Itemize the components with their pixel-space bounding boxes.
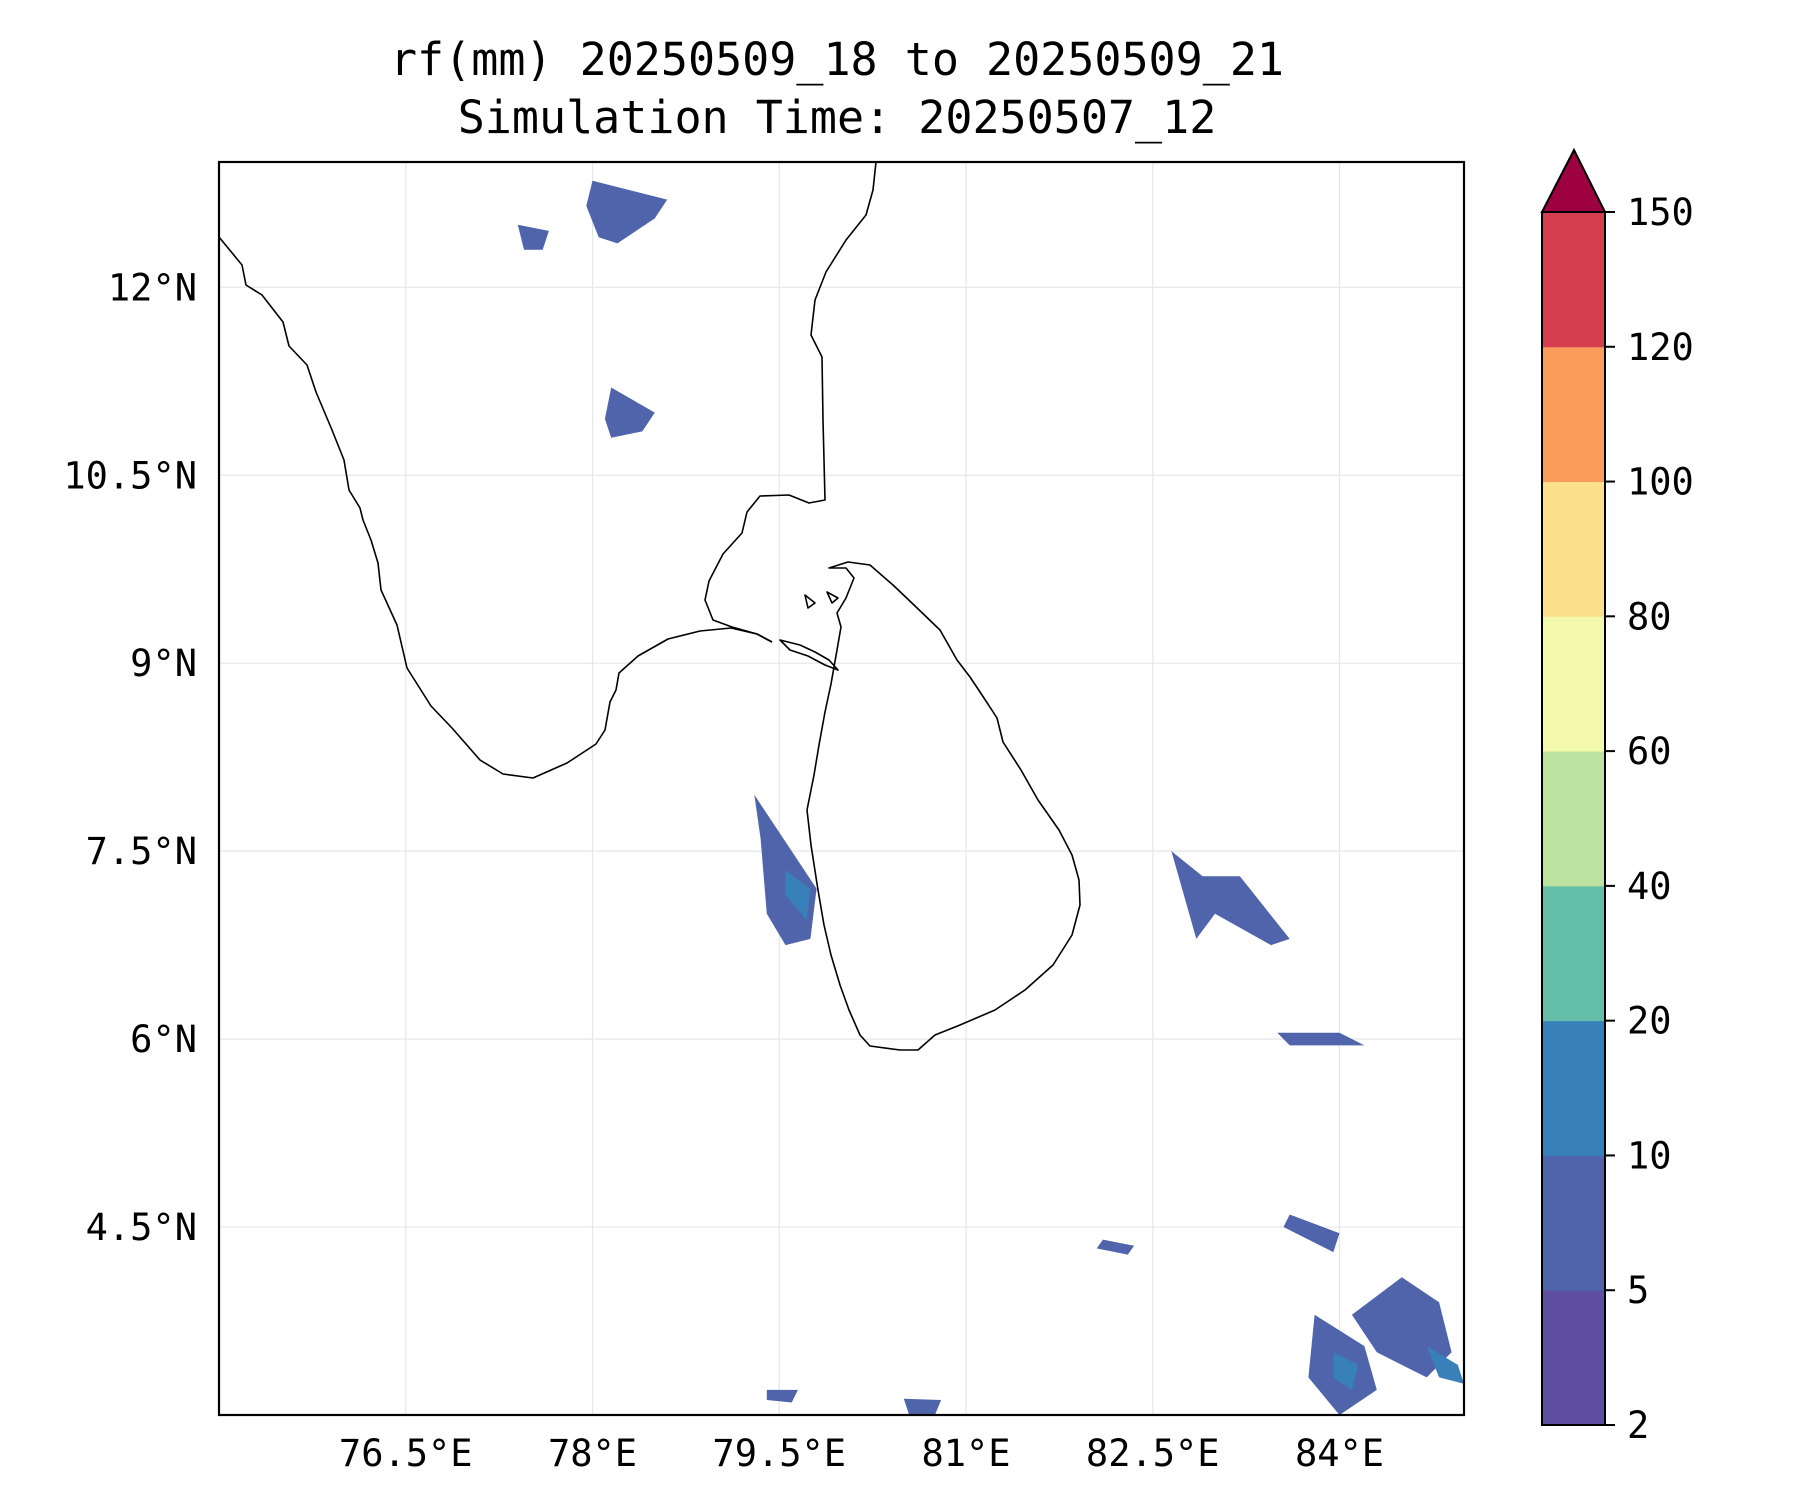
x-tick-label: 78°E xyxy=(548,1432,637,1475)
colorbar-tick-label: 5 xyxy=(1627,1269,1649,1312)
colorbar-tick-label: 100 xyxy=(1627,461,1694,504)
y-tick-label: 6°N xyxy=(130,1018,197,1061)
map-subtitle: Simulation Time: 20250507_12 xyxy=(458,91,1217,144)
y-tick-label: 12°N xyxy=(108,266,197,309)
coastline-sri-lanka xyxy=(806,561,1081,1051)
map-title: rf(mm) 20250509_18 to 20250509_21 xyxy=(390,33,1284,86)
colorbar-extend-arrow xyxy=(1540,147,1607,213)
colorbar-swatch xyxy=(1542,212,1605,348)
coastlines xyxy=(219,162,1081,1051)
colorbar-tick-label: 20 xyxy=(1627,1000,1672,1043)
rainfall-area xyxy=(586,180,668,244)
colorbar-swatch xyxy=(1542,346,1605,483)
y-tick-label: 7.5°N xyxy=(86,830,197,873)
colorbar-tick-label: 10 xyxy=(1627,1134,1672,1177)
colorbar-swatch xyxy=(1542,616,1605,752)
rainfall-area xyxy=(1096,1239,1135,1255)
rainfall-area xyxy=(1333,1352,1359,1390)
x-tick-label: 82.5°E xyxy=(1086,1432,1220,1475)
rainfall-area xyxy=(1171,851,1290,946)
rainfall-area xyxy=(517,224,549,250)
coastline-jaffna-islets xyxy=(804,591,839,609)
x-tick-label: 79.5°E xyxy=(712,1432,846,1475)
rainfall-area xyxy=(604,387,655,438)
y-tick-label: 4.5°N xyxy=(86,1206,197,1249)
latitude-ticks: 12°N 10.5°N 9°N 7.5°N 6°N 4.5°N xyxy=(63,266,197,1249)
y-tick-label: 10.5°N xyxy=(63,454,197,497)
coastline-mannar-island xyxy=(779,639,839,671)
colorbar-frame xyxy=(1541,211,1606,1426)
colorbar-swatch xyxy=(1542,1020,1605,1156)
rainfall-area xyxy=(1426,1346,1464,1384)
longitude-ticks: 76.5°E 78°E 79.5°E 81°E 82.5°E 84°E xyxy=(339,1432,1384,1475)
coastline-india-east xyxy=(704,162,877,643)
x-tick-label: 81°E xyxy=(921,1432,1010,1475)
gridlines xyxy=(219,162,1464,1415)
rainfall-area xyxy=(1277,1032,1365,1046)
colorbar-tick-label: 120 xyxy=(1627,326,1694,369)
colorbar-swatches xyxy=(1542,212,1605,1426)
colorbar-tick-label: 2 xyxy=(1627,1404,1649,1447)
colorbar-swatch xyxy=(1542,751,1605,887)
colorbar: 2 5 10 20 40 60 80 100 120 150 xyxy=(1540,147,1694,1447)
colorbar-tick-label: 60 xyxy=(1627,730,1672,773)
rainfall-area xyxy=(903,1398,942,1415)
x-tick-label: 76.5°E xyxy=(339,1432,473,1475)
rainfall-area xyxy=(785,869,811,921)
colorbar-swatch xyxy=(1542,885,1605,1022)
colorbar-tick-label: 80 xyxy=(1627,595,1672,638)
colorbar-swatch xyxy=(1542,1290,1605,1426)
rainfall-area xyxy=(1283,1214,1340,1253)
colorbar-swatch xyxy=(1542,1155,1605,1291)
rainfall-area xyxy=(1351,1277,1452,1378)
coastline-india-west xyxy=(219,236,773,779)
map-area: 76.5°E 78°E 79.5°E 81°E 82.5°E 84°E 12°N 10.5°… xyxy=(63,160,1466,1475)
rainfall-area xyxy=(766,1389,798,1403)
colorbar-tick-label: 150 xyxy=(1627,191,1694,234)
colorbar-ticks: 2 5 10 20 40 60 80 100 120 150 xyxy=(1605,191,1694,1447)
x-tick-label: 84°E xyxy=(1295,1432,1384,1475)
colorbar-tick-label: 40 xyxy=(1627,865,1672,908)
colorbar-swatch xyxy=(1542,481,1605,617)
map-frame xyxy=(217,160,1466,1417)
rainfall-contours xyxy=(517,180,1464,1415)
map-background xyxy=(219,162,1464,1415)
y-tick-label: 9°N xyxy=(130,642,197,685)
